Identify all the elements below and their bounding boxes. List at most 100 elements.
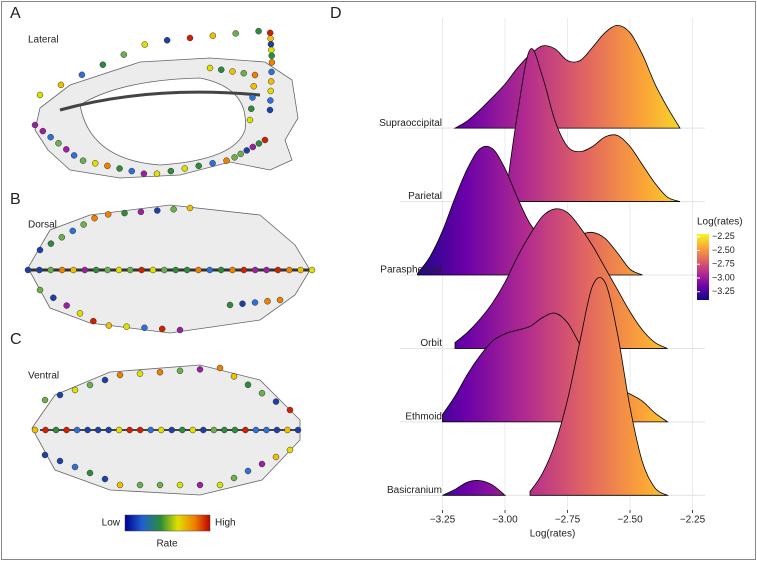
landmark	[78, 71, 86, 79]
landmark	[308, 266, 316, 274]
ridge-label: Ethmoid	[405, 412, 442, 423]
landmark	[186, 204, 194, 212]
landmark	[240, 266, 248, 274]
landmark	[136, 426, 144, 434]
density-ridge	[454, 208, 668, 349]
landmark	[156, 481, 164, 489]
legend-low: Low	[102, 518, 121, 529]
landmark	[217, 266, 225, 274]
landmark	[31, 121, 39, 129]
legend-title: Rate	[156, 539, 178, 550]
landmark	[161, 266, 168, 274]
landmark	[116, 165, 123, 172]
landmark	[39, 127, 47, 135]
landmark	[196, 366, 204, 373]
landmark	[63, 302, 70, 309]
landmark	[244, 467, 252, 475]
landmark	[141, 324, 148, 332]
landmark	[52, 426, 60, 434]
landmark	[71, 463, 79, 471]
density-ridge	[504, 48, 681, 202]
landmark	[101, 376, 109, 384]
density-ridge	[442, 277, 669, 496]
landmark	[128, 167, 135, 175]
landmark	[104, 211, 112, 218]
landmark	[237, 150, 244, 158]
landmark	[251, 299, 259, 306]
colorbar-tick-label: −3.00	[712, 272, 735, 282]
landmark	[272, 398, 280, 405]
landmark	[140, 170, 148, 177]
landmark	[179, 426, 186, 434]
x-tick-label: −3.25	[430, 515, 456, 526]
landmark	[36, 91, 44, 99]
panel-view: Dorsal	[28, 220, 57, 231]
skull-ventral	[31, 364, 301, 496]
landmark	[58, 234, 66, 241]
colorbar-tick-label: −2.25	[712, 231, 735, 241]
landmark	[31, 426, 39, 434]
landmark	[76, 310, 84, 317]
landmark	[156, 368, 164, 376]
landmark	[255, 27, 262, 35]
landmark	[116, 371, 124, 379]
panel-letter: C	[10, 331, 22, 348]
landmark	[138, 266, 145, 274]
landmark	[231, 426, 239, 434]
landmark	[246, 116, 254, 124]
landmark	[47, 240, 55, 247]
landmark	[261, 136, 269, 144]
landmark	[239, 300, 246, 307]
landmark	[263, 426, 270, 434]
landmark	[153, 170, 161, 177]
landmark	[196, 481, 204, 489]
ridge-label: Basicranium	[387, 485, 442, 496]
landmark	[70, 152, 78, 159]
panel-view: Ventral	[28, 371, 59, 382]
landmark	[195, 162, 202, 170]
landmark	[258, 460, 266, 468]
colorbar-title: Log(rates)	[697, 217, 743, 228]
landmark	[286, 446, 294, 454]
landmark	[176, 367, 184, 375]
landmark	[250, 83, 257, 90]
landmark	[230, 373, 238, 380]
landmark	[181, 165, 189, 172]
landmark	[170, 206, 177, 213]
landmark	[243, 147, 250, 154]
landmark	[126, 266, 134, 274]
colorbar-tick-label: −3.25	[712, 286, 735, 296]
landmark	[137, 208, 145, 216]
colorbar-tick-label: −2.50	[712, 245, 735, 255]
landmark	[251, 71, 259, 79]
landmark	[176, 481, 184, 489]
landmark	[172, 266, 179, 274]
landmark	[90, 317, 97, 325]
landmark	[200, 426, 207, 434]
panel-letter: B	[10, 191, 21, 208]
landmark	[157, 426, 165, 434]
panel-letter: D	[330, 5, 342, 22]
landmark	[56, 457, 64, 465]
landmark	[105, 426, 112, 434]
landmark	[63, 426, 70, 434]
landmark	[42, 426, 49, 434]
landmark	[104, 266, 111, 274]
landmark	[70, 266, 77, 274]
landmark	[286, 406, 294, 414]
landmark	[255, 140, 263, 147]
landmark	[206, 266, 214, 274]
landmark	[209, 160, 216, 167]
landmark	[297, 266, 304, 274]
landmark	[105, 322, 113, 329]
landmark	[92, 266, 100, 274]
landmark	[272, 453, 280, 461]
ridge-label: Parasphenoid	[380, 265, 442, 276]
landmark	[267, 35, 274, 42]
landmark	[86, 469, 94, 477]
landmark	[149, 266, 157, 274]
landmark	[91, 214, 98, 222]
landmark	[121, 209, 128, 217]
landmark	[223, 157, 230, 164]
rate-colorbar	[124, 514, 211, 532]
